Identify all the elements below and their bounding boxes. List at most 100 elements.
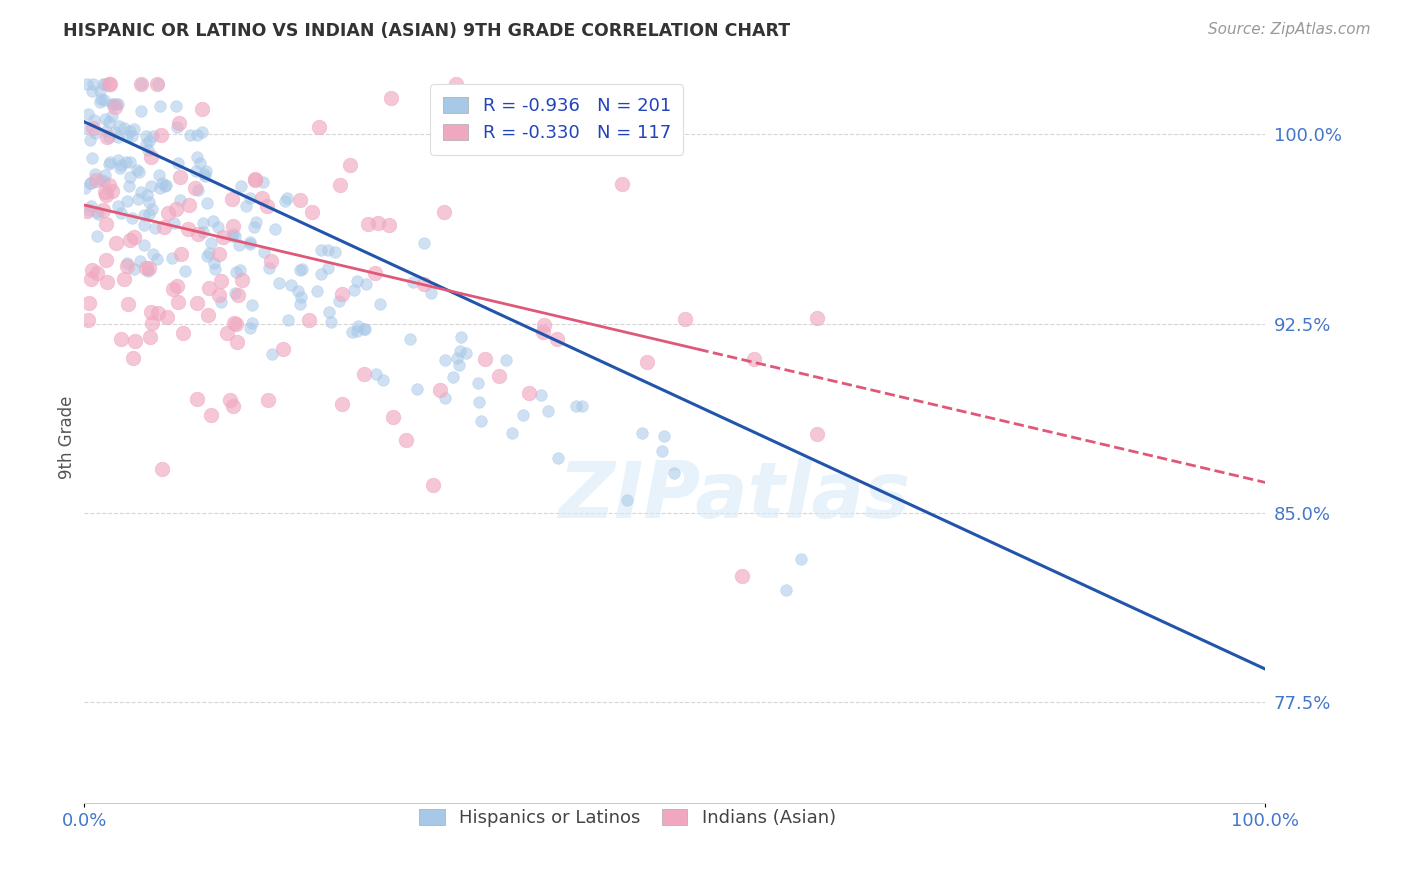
- Text: HISPANIC OR LATINO VS INDIAN (ASIAN) 9TH GRADE CORRELATION CHART: HISPANIC OR LATINO VS INDIAN (ASIAN) 9TH…: [63, 22, 790, 40]
- Point: [75, 120, 97, 135]
- Point: [209, 294, 232, 309]
- Point: [98, 77, 121, 91]
- Point: [731, 569, 754, 583]
- Point: [83, 112, 105, 127]
- Point: [339, 157, 361, 171]
- Point: [531, 326, 554, 340]
- Point: [166, 295, 188, 310]
- Point: [530, 387, 553, 401]
- Point: [264, 221, 287, 235]
- Point: [79, 199, 101, 213]
- Point: [652, 429, 675, 443]
- Point: [170, 247, 193, 261]
- Point: [790, 552, 813, 566]
- Point: [141, 202, 163, 216]
- Point: [775, 583, 797, 598]
- Point: [245, 214, 267, 228]
- Point: [257, 392, 280, 407]
- Point: [191, 125, 214, 139]
- Point: [446, 351, 468, 365]
- Point: [467, 376, 489, 391]
- Point: [298, 313, 321, 327]
- Point: [449, 344, 471, 359]
- Point: [177, 222, 200, 236]
- Point: [100, 184, 122, 198]
- Point: [353, 368, 375, 382]
- Point: [239, 235, 262, 249]
- Point: [194, 164, 217, 178]
- Point: [412, 236, 434, 251]
- Point: [165, 202, 187, 216]
- Point: [673, 312, 696, 326]
- Point: [150, 461, 173, 475]
- Point: [202, 256, 225, 270]
- Point: [112, 272, 135, 286]
- Point: [346, 318, 368, 333]
- Point: [96, 276, 118, 290]
- Point: [207, 220, 229, 235]
- Point: [253, 245, 276, 260]
- Point: [142, 128, 165, 143]
- Point: [197, 308, 219, 322]
- Point: [342, 325, 364, 339]
- Point: [209, 274, 232, 288]
- Point: [103, 97, 125, 112]
- Point: [571, 399, 593, 413]
- Point: [138, 194, 160, 209]
- Point: [149, 181, 172, 195]
- Point: [441, 369, 464, 384]
- Point: [79, 133, 101, 147]
- Point: [76, 204, 98, 219]
- Point: [274, 194, 297, 208]
- Point: [135, 129, 157, 144]
- Point: [224, 285, 246, 300]
- Point: [146, 306, 169, 320]
- Point: [235, 199, 257, 213]
- Point: [150, 176, 173, 190]
- Point: [131, 77, 153, 91]
- Point: [94, 124, 117, 138]
- Point: [290, 193, 312, 207]
- Point: [177, 198, 200, 212]
- Point: [616, 493, 638, 508]
- Point: [101, 109, 124, 123]
- Point: [125, 163, 148, 178]
- Point: [187, 227, 209, 242]
- Point: [316, 260, 339, 275]
- Point: [129, 77, 152, 91]
- Point: [84, 167, 107, 181]
- Point: [112, 120, 135, 135]
- Point: [139, 304, 162, 318]
- Point: [239, 320, 262, 334]
- Point: [166, 278, 188, 293]
- Point: [79, 177, 101, 191]
- Point: [86, 173, 108, 187]
- Point: [240, 298, 263, 312]
- Point: [240, 316, 263, 330]
- Point: [200, 408, 222, 422]
- Point: [402, 275, 425, 289]
- Point: [115, 155, 138, 169]
- Point: [117, 297, 139, 311]
- Point: [110, 206, 132, 220]
- Point: [444, 77, 467, 91]
- Point: [115, 259, 138, 273]
- Point: [96, 129, 118, 144]
- Point: [146, 77, 169, 91]
- Point: [319, 315, 342, 329]
- Point: [512, 409, 534, 423]
- Point: [454, 345, 477, 359]
- Point: [257, 261, 280, 276]
- Point: [311, 243, 333, 257]
- Point: [156, 206, 179, 220]
- Point: [118, 155, 141, 169]
- Point: [357, 217, 380, 231]
- Point: [354, 277, 377, 292]
- Point: [172, 326, 194, 340]
- Point: [287, 284, 309, 298]
- Point: [231, 273, 253, 287]
- Point: [201, 214, 224, 228]
- Point: [630, 425, 652, 440]
- Point: [97, 115, 120, 129]
- Point: [122, 121, 145, 136]
